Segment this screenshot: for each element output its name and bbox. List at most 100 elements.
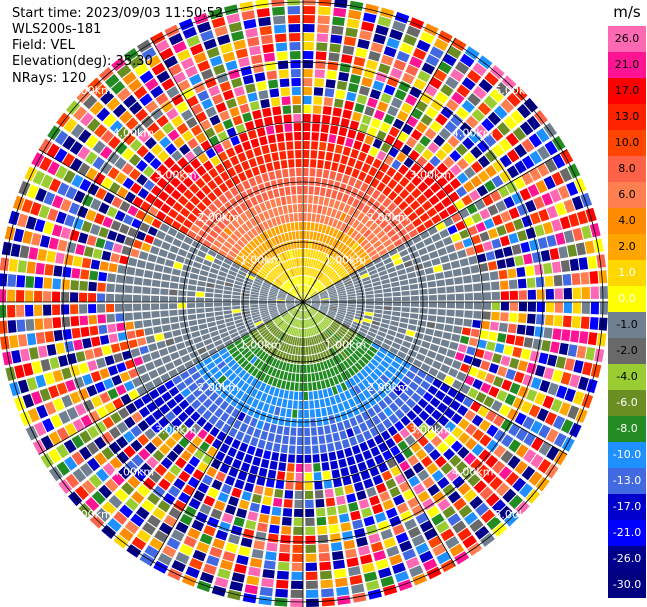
ray-gate xyxy=(315,260,321,269)
ray-gate xyxy=(305,267,309,276)
ray-gate xyxy=(316,251,322,260)
ray-gate xyxy=(376,204,386,215)
ray-gate xyxy=(423,237,434,246)
ray-gate xyxy=(410,302,419,307)
ray-gate xyxy=(380,54,394,66)
ray-gate xyxy=(428,367,439,377)
ray-gate xyxy=(316,42,328,52)
ray-gate xyxy=(306,286,311,294)
ray-gate xyxy=(399,249,409,258)
ray-gate xyxy=(487,228,499,239)
ray-gate xyxy=(496,259,507,269)
ray-gate xyxy=(534,392,546,406)
ray-gate xyxy=(307,276,311,285)
ray-gate xyxy=(463,275,472,284)
ray-gate xyxy=(315,270,321,279)
ray-gate xyxy=(428,195,440,206)
ray-gate xyxy=(439,228,450,239)
ray-gate xyxy=(390,233,400,243)
ray-gate xyxy=(310,306,318,312)
ray-gate xyxy=(523,449,537,464)
ray-gate xyxy=(347,251,356,260)
ray-gate xyxy=(327,257,334,266)
ray-gate xyxy=(499,170,512,183)
ray-gate xyxy=(314,69,325,78)
ray-gate xyxy=(338,295,347,298)
ray-gate xyxy=(533,110,548,125)
ray-gate xyxy=(354,160,364,170)
ray-gate xyxy=(426,274,436,281)
ray-gate xyxy=(303,195,308,204)
ray-gate xyxy=(421,340,431,349)
ray-gate xyxy=(311,294,319,299)
ray-gate xyxy=(572,227,584,242)
ray-gate xyxy=(439,255,450,264)
ray-gate xyxy=(435,323,445,331)
ray-gate xyxy=(429,250,439,259)
ray-gate xyxy=(311,298,320,301)
ray-gate xyxy=(383,297,392,302)
ray-gate xyxy=(332,321,340,328)
ray-gate xyxy=(414,263,424,271)
ray-gate xyxy=(491,291,500,301)
ray-gate xyxy=(401,290,410,296)
ray-gate xyxy=(380,274,389,281)
ray-gate xyxy=(463,152,476,165)
ray-gate xyxy=(482,292,491,301)
ray-gate xyxy=(415,353,426,362)
ray-gate xyxy=(420,31,435,45)
ray-gate xyxy=(457,249,467,259)
ray-gate xyxy=(347,82,359,93)
ray-gate xyxy=(317,286,325,293)
ray-gate xyxy=(378,63,391,75)
ray-gate xyxy=(315,282,322,290)
ray-gate xyxy=(523,97,539,113)
ray-gate xyxy=(383,306,392,311)
ray-gate xyxy=(533,196,545,210)
ray-gate xyxy=(333,320,342,326)
ray-gate xyxy=(396,244,406,252)
ray-gate xyxy=(309,268,314,277)
ray-gate xyxy=(483,218,495,230)
ray-gate xyxy=(353,232,362,242)
ray-gate xyxy=(346,18,360,29)
ray-gate xyxy=(321,275,328,283)
ray-gate xyxy=(343,224,351,234)
ray-gate xyxy=(475,221,487,233)
ray-gate xyxy=(417,168,429,180)
ray-gate xyxy=(413,375,423,385)
ray-gate xyxy=(528,133,543,148)
ray-gate xyxy=(538,352,549,365)
ray-gate xyxy=(437,287,446,294)
ray-gate xyxy=(496,122,511,136)
ray-gate xyxy=(318,150,326,160)
ray-gate xyxy=(326,70,338,80)
ray-gate xyxy=(423,219,434,229)
ray-gate xyxy=(415,100,428,113)
ray-gate xyxy=(336,80,348,91)
ray-gate xyxy=(396,50,410,63)
ray-gate xyxy=(322,277,329,284)
colorbar-tick-label: -30.0 xyxy=(613,578,641,591)
ray-gate xyxy=(442,53,457,67)
ray-gate xyxy=(494,248,505,259)
ray-gate xyxy=(388,248,398,257)
ray-gate xyxy=(319,243,325,252)
ray-gate xyxy=(335,220,343,230)
ray-gate xyxy=(373,354,383,363)
ray-gate xyxy=(328,217,335,227)
ray-gate xyxy=(521,138,535,153)
ray-gate xyxy=(306,258,310,267)
ray-gate xyxy=(450,164,462,176)
ray-gate xyxy=(442,331,452,340)
ray-gate xyxy=(338,307,347,311)
ray-gate xyxy=(487,261,498,271)
ray-gate xyxy=(311,303,320,306)
ray-gate xyxy=(472,85,487,100)
ray-gate xyxy=(436,316,446,323)
ray-gate xyxy=(380,253,390,261)
ray-gate xyxy=(509,302,518,312)
ray-gate xyxy=(383,224,393,234)
ray-gate xyxy=(319,291,328,296)
ray-gate xyxy=(403,157,415,168)
